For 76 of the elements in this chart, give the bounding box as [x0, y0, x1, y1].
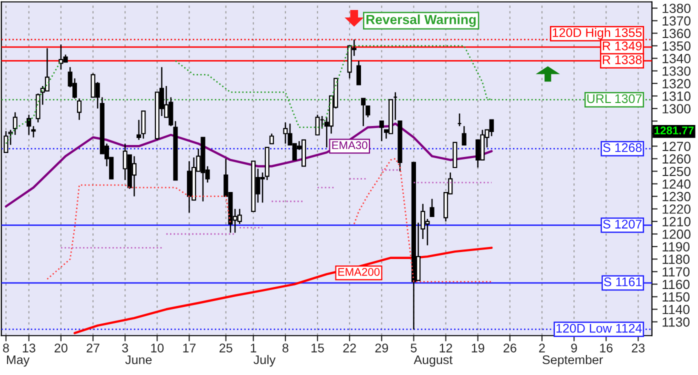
- y-tick-label: 1270: [662, 142, 690, 152]
- x-tick-label: 5: [410, 344, 417, 352]
- x-tick-label: 22: [343, 344, 356, 352]
- line-series: [74, 246, 493, 334]
- y-tick-label: 1360: [662, 28, 690, 38]
- x-tick-label: 29: [375, 344, 388, 352]
- x-tick-label: 17: [183, 344, 196, 352]
- x-tick-label: 3: [122, 344, 128, 352]
- candlestick: [356, 60, 362, 86]
- y-tick-label: 1230: [662, 192, 690, 202]
- y-tick-label: 1340: [662, 54, 690, 64]
- y-tick-label: 1310: [662, 92, 690, 101]
- x-tick-label: 20: [54, 344, 68, 352]
- y-tick-label: 1250: [662, 166, 690, 176]
- candlestick: [315, 114, 320, 136]
- x-tick-label: 26: [504, 344, 516, 352]
- text: 1281.77: [654, 126, 694, 134]
- y-tick-label: 1170: [662, 267, 690, 277]
- y-tick-label: 1130: [662, 317, 690, 327]
- x-tick-label: 2: [539, 344, 545, 352]
- candlestick: [141, 110, 146, 140]
- x-tick-label: 9: [571, 344, 577, 352]
- x-tick-label: 23: [632, 344, 645, 352]
- x-tick-label: 19: [472, 344, 484, 352]
- text: August: [414, 355, 453, 367]
- y-tick-label: 1260: [662, 154, 690, 164]
- candlestick: [237, 208, 242, 225]
- x-tick-label: 16: [600, 344, 613, 352]
- candlestick: [26, 114, 32, 136]
- y-tick-label: 1190: [662, 242, 690, 252]
- y-tick-label: 1150: [662, 292, 690, 302]
- candlestick: [462, 125, 466, 146]
- text: July: [254, 354, 276, 367]
- ref-line-label: 120D Low 1124: [556, 324, 642, 333]
- ref-line-label: 120D High 1355: [552, 28, 642, 40]
- candlestick: [269, 132, 274, 144]
- text: September: [542, 354, 603, 367]
- candlestick: [361, 98, 366, 127]
- y-tick-label: 1200: [662, 230, 690, 239]
- y-tick-label: 1140: [662, 304, 690, 314]
- y-tick-label: 1320: [662, 79, 690, 88]
- text: June: [125, 355, 152, 364]
- x-tick-label: 8: [3, 344, 9, 352]
- ref-line-label: S 1207: [603, 220, 642, 229]
- x-tick-label: 27: [86, 344, 100, 352]
- ref-line-label: S 1161: [604, 277, 642, 286]
- candlestick: [430, 198, 434, 218]
- text: May: [7, 355, 30, 367]
- y-tick-label: 1350: [662, 41, 690, 51]
- line-series: [4, 122, 493, 208]
- y-tick-label: 1370: [662, 16, 690, 26]
- series-label: EMA30: [332, 141, 368, 150]
- y-tick-label: 1330: [662, 66, 690, 76]
- y-tick-label: 1210: [662, 217, 690, 226]
- x-tick-label: 12: [440, 344, 452, 352]
- ref-line-label: R 1349: [602, 42, 642, 50]
- x-tick-label: 10: [151, 344, 164, 352]
- y-tick-label: 1160: [662, 280, 690, 290]
- ref-line-label: URL 1307: [587, 94, 642, 104]
- y-tick-label: 1300: [662, 104, 690, 114]
- ref-line-label: S 1268: [603, 143, 642, 152]
- x-tick-label: 8: [282, 344, 288, 352]
- x-tick-label: 25: [220, 344, 232, 352]
- candlestick: [132, 156, 137, 197]
- series-label: EMA200: [338, 268, 380, 276]
- candlestick: [12, 112, 18, 136]
- y-tick-label: 1380: [662, 4, 690, 14]
- y-tick-label: 1220: [662, 204, 690, 214]
- x-tick-label: 13: [22, 344, 36, 352]
- annotation: Reversal Warning: [366, 14, 476, 27]
- ref-line-label: R 1338: [602, 55, 642, 64]
- y-tick-label: 1180: [662, 254, 690, 264]
- x-tick-label: 15: [312, 344, 324, 352]
- y-tick-label: 1240: [662, 179, 690, 189]
- x-tick-label: 1: [250, 344, 256, 352]
- candlestick: [77, 98, 82, 120]
